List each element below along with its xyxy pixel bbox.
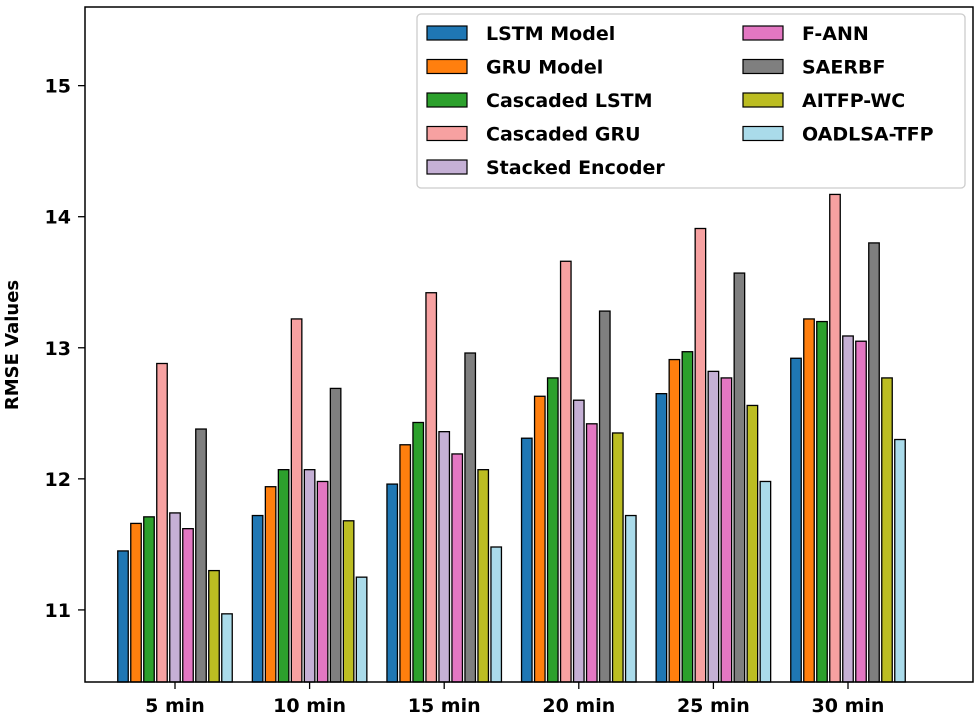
y-tick-label: 14	[45, 207, 71, 229]
bar-gru-model-4	[668, 358, 681, 683]
bar-cascaded-gru-1	[290, 318, 303, 683]
bar-lstm-model-5	[790, 357, 802, 683]
bar-f-ann-2	[451, 453, 464, 683]
bar-gru-model-1	[264, 486, 277, 683]
bar-stacked-encoder-2	[438, 431, 451, 683]
bar-stacked-encoder-0	[169, 512, 181, 683]
bar-cascaded-gru-5	[829, 193, 841, 683]
bar-f-ann-5	[855, 340, 867, 683]
y-tick-label: 11	[45, 600, 71, 622]
legend-label-lstm-model: LSTM Model	[486, 23, 615, 45]
bar-saerbf-0	[195, 428, 207, 683]
bar-saerbf-5	[868, 242, 880, 683]
bar-cascaded-gru-0	[156, 362, 168, 683]
bar-gru-model-2	[399, 444, 412, 683]
legend-box	[416, 13, 966, 189]
ticks-layer: 11 12 13 14 15 5 min 10 min 15 min 20 min 25 min 3…	[45, 76, 885, 717]
bar-aitfp-wc-4	[746, 404, 759, 683]
bar-f-ann-1	[316, 480, 329, 683]
bar-saerbf-3	[598, 310, 611, 683]
legend-swatch-saerbf	[742, 58, 784, 75]
legend-label-stacked-encoder: Stacked Encoder	[486, 157, 665, 179]
bar-cascaded-lstm-5	[816, 320, 828, 683]
y-tick-label: 13	[45, 338, 71, 360]
legend: LSTM Model GRU Model Cascaded LSTM Cascaded…	[416, 13, 966, 189]
legend-swatch-cascaded-gru	[426, 125, 468, 142]
bar-f-ann-0	[182, 528, 194, 683]
legend-label-f-ann: F-ANN	[802, 23, 869, 45]
bar-oadlsa-tfp-4	[759, 480, 772, 683]
x-tick-label: 15 min	[408, 695, 481, 717]
bar-aitfp-wc-2	[477, 469, 490, 683]
bar-oadlsa-tfp-0	[221, 613, 233, 683]
legend-swatch-cascaded-lstm	[426, 92, 468, 108]
bar-lstm-model-4	[655, 392, 668, 683]
legend-swatch-stacked-encoder	[426, 159, 468, 175]
bar-aitfp-wc-1	[342, 520, 355, 683]
bar-saerbf-2	[464, 352, 477, 683]
x-tick-label: 10 min	[273, 695, 346, 717]
bar-aitfp-wc-0	[208, 569, 220, 683]
x-tick-label: 25 min	[677, 695, 750, 717]
bar-saerbf-4	[733, 272, 746, 683]
bar-oadlsa-tfp-3	[624, 514, 637, 683]
bar-lstm-model-3	[520, 437, 533, 683]
x-tick-label: 30 min	[812, 695, 885, 717]
legend-label-saerbf: SAERBF	[802, 57, 885, 79]
legend-label-oadlsa-tfp: OADLSA-TFP	[802, 124, 934, 146]
bar-oadlsa-tfp-2	[490, 546, 503, 683]
bar-saerbf-1	[329, 387, 342, 683]
legend-swatch-f-ann	[742, 25, 784, 41]
y-tick-label: 15	[45, 76, 71, 98]
x-tick-label: 5 min	[145, 695, 205, 717]
legend-swatch-aitfp-wc	[742, 92, 784, 108]
bar-gru-model-0	[130, 522, 142, 683]
bar-lstm-model-2	[386, 483, 399, 683]
y-axis-title: RMSE Values	[2, 280, 23, 410]
legend-label-cascaded-lstm: Cascaded LSTM	[486, 90, 653, 112]
bar-oadlsa-tfp-1	[355, 576, 368, 683]
bar-oadlsa-tfp-5	[894, 438, 906, 683]
legend-swatch-oadlsa-tfp	[742, 125, 784, 142]
bar-cascaded-gru-3	[559, 260, 572, 683]
legend-label-gru-model: GRU Model	[486, 57, 603, 79]
bar-stacked-encoder-1	[303, 469, 316, 683]
bar-stacked-encoder-4	[707, 370, 720, 683]
bars-layer	[117, 193, 906, 683]
legend-swatch-gru-model	[426, 58, 468, 75]
bar-f-ann-3	[585, 423, 598, 683]
bar-stacked-encoder-3	[572, 399, 585, 683]
bar-lstm-model-1	[251, 514, 264, 683]
legend-swatch-lstm-model	[426, 25, 468, 41]
legend-label-cascaded-gru: Cascaded GRU	[486, 124, 641, 146]
bar-cascaded-gru-4	[694, 227, 707, 683]
legend-label-aitfp-wc: AITFP-WC	[802, 90, 905, 112]
bar-cascaded-lstm-4	[681, 351, 694, 683]
y-tick-label: 12	[45, 469, 71, 491]
bar-cascaded-lstm-1	[277, 469, 290, 683]
bar-cascaded-lstm-2	[412, 421, 425, 683]
bar-cascaded-lstm-0	[143, 516, 155, 683]
bar-cascaded-gru-2	[425, 292, 438, 683]
bar-f-ann-4	[720, 377, 733, 683]
bar-cascaded-lstm-3	[546, 377, 559, 683]
bar-stacked-encoder-5	[842, 335, 854, 683]
x-tick-label: 20 min	[542, 695, 615, 717]
bar-aitfp-wc-5	[881, 377, 893, 683]
plot-frame	[84, 6, 974, 683]
bar-gru-model-5	[803, 318, 815, 683]
bar-aitfp-wc-3	[611, 432, 624, 683]
bar-gru-model-3	[533, 395, 546, 683]
bar-lstm-model-0	[117, 550, 129, 683]
